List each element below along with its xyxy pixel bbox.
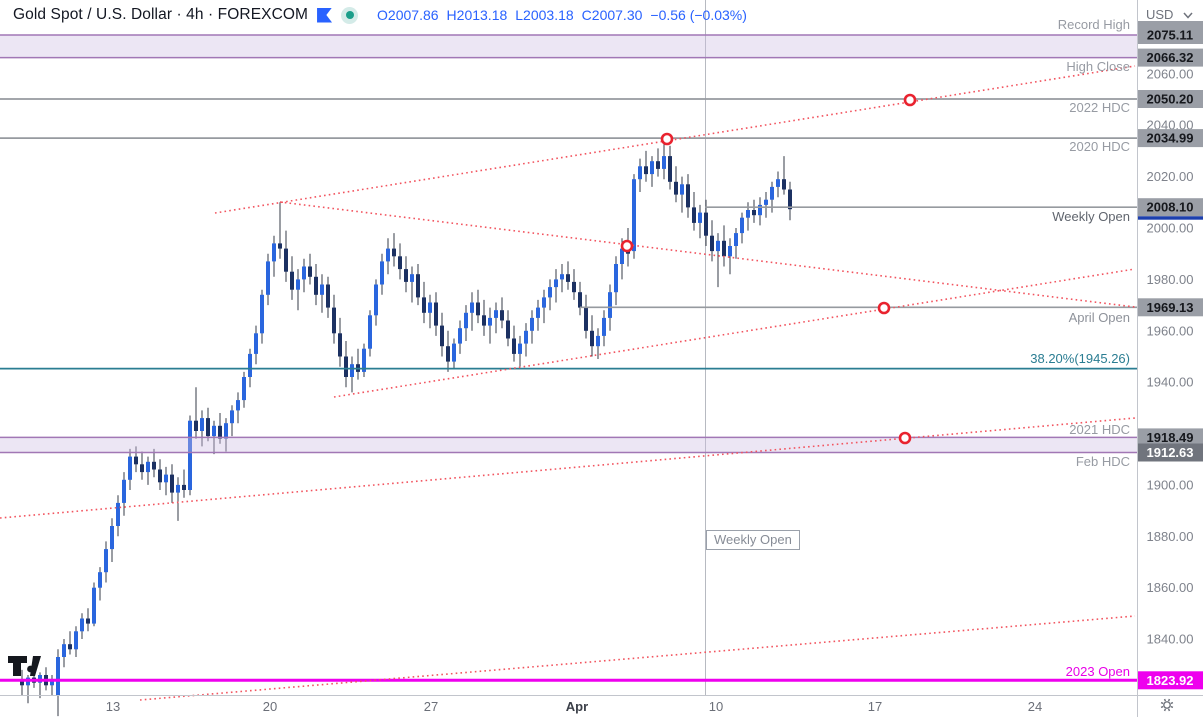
time-tick: 20 xyxy=(263,699,277,714)
price-tick: 1940.00 xyxy=(1147,375,1194,390)
tradingview-logo[interactable] xyxy=(7,654,43,678)
circle-marker[interactable] xyxy=(903,93,917,107)
level-label: 2020 HDC xyxy=(1069,139,1130,154)
cropped-badge xyxy=(1138,21,1203,29)
price-badge xyxy=(1138,48,1203,67)
price-badge-value: 2066.32 xyxy=(1147,50,1194,65)
price-badge-value: 1823.92 xyxy=(1147,673,1194,688)
time-tick: 27 xyxy=(424,699,438,714)
current-price-label-sliver xyxy=(1138,216,1203,220)
level-label: 2021 HDC xyxy=(1069,422,1130,437)
high-value: H2013.18 xyxy=(446,7,508,23)
level-bands xyxy=(0,34,1137,454)
trendline[interactable] xyxy=(0,417,1136,519)
price-badge-value: 1912.63 xyxy=(1147,445,1194,460)
price-axis[interactable]: USD 2060.00 2040.00 2020.00 2000.00 1980.00 19… xyxy=(1137,0,1203,717)
price-tick: 1980.00 xyxy=(1147,272,1194,287)
market-status-icon[interactable] xyxy=(341,6,359,24)
price-badge xyxy=(1138,428,1203,447)
time-tick: 13 xyxy=(106,699,120,714)
level-label: 2022 HDC xyxy=(1069,100,1130,115)
price-badge-value: 2008.10 xyxy=(1147,200,1194,215)
price-badge-value: 1918.49 xyxy=(1147,430,1194,445)
time-axis[interactable]: 13 20 27 Apr 10 17 24 xyxy=(0,695,1203,715)
price-badge-value: 2075.11 xyxy=(1147,28,1193,43)
band-zone xyxy=(0,437,1137,453)
price-badge xyxy=(1138,443,1203,462)
price-badge-value: 2034.99 xyxy=(1147,131,1194,146)
chevron-down-icon[interactable] xyxy=(1183,12,1193,19)
currency-label: USD xyxy=(1146,7,1173,22)
ohlc-values: O2007.86 H2013.18 L2003.18 C2007.30 −0.5… xyxy=(377,7,747,23)
flag-icon[interactable] xyxy=(317,7,333,23)
circle-marker[interactable] xyxy=(620,239,634,253)
symbol-title[interactable]: Gold Spot / U.S. Dollar · 4h · FOREXCOM xyxy=(13,6,309,23)
level-label: 38.20%(1945.26) xyxy=(1030,351,1130,366)
time-tick: 17 xyxy=(868,699,882,714)
level-label: Feb HDC xyxy=(1076,454,1130,469)
gear-icon[interactable] xyxy=(1160,698,1174,712)
level-label: Weekly Open xyxy=(1052,209,1130,224)
time-tick: Apr xyxy=(566,699,588,714)
level-label: Record High xyxy=(1058,17,1130,32)
price-tick: 1960.00 xyxy=(1147,323,1194,338)
time-tick: 24 xyxy=(1028,699,1042,714)
level-label: High Close xyxy=(1066,59,1130,74)
price-badge-value: 2050.20 xyxy=(1147,92,1194,107)
open-value: O2007.86 xyxy=(377,7,439,23)
chart-legend: Gold Spot / U.S. Dollar · 4h · FOREXCOM … xyxy=(13,6,747,24)
price-badge xyxy=(1138,198,1203,217)
change-value: −0.56 (−0.03%) xyxy=(650,7,747,23)
price-tick: 1880.00 xyxy=(1147,529,1194,544)
price-tick: 2020.00 xyxy=(1147,169,1194,184)
price-tick: 2040.00 xyxy=(1147,118,1194,133)
price-tick: 1900.00 xyxy=(1147,477,1194,492)
price-badge xyxy=(1138,671,1203,690)
price-badge xyxy=(1138,26,1203,44)
price-tick: 1860.00 xyxy=(1147,580,1194,595)
circle-marker[interactable] xyxy=(660,132,674,146)
trendline-markers[interactable] xyxy=(620,93,917,445)
trendline[interactable] xyxy=(333,268,1136,398)
band-zone xyxy=(0,35,1137,58)
price-tick: 2060.00 xyxy=(1147,66,1194,81)
close-value: C2007.30 xyxy=(581,7,643,23)
trendline[interactable] xyxy=(214,65,1136,214)
price-badge xyxy=(1138,298,1203,317)
price-badge-value: 1969.13 xyxy=(1147,300,1194,315)
price-tick: 2000.00 xyxy=(1147,221,1194,236)
time-tick: 10 xyxy=(709,699,723,714)
level-label: April Open xyxy=(1069,310,1130,325)
circle-marker[interactable] xyxy=(898,431,912,445)
low-value: L2003.18 xyxy=(515,7,574,23)
price-badge xyxy=(1138,90,1203,108)
level-label: 2023 Open xyxy=(1066,664,1130,679)
candlestick-series xyxy=(20,138,792,717)
trendline[interactable] xyxy=(139,615,1136,701)
weekly-open-floating-label[interactable]: Weekly Open xyxy=(706,530,800,550)
support-resistance-lines[interactable] xyxy=(0,98,1137,682)
trendlines[interactable] xyxy=(0,65,1136,701)
price-tick: 1840.00 xyxy=(1147,632,1194,647)
level-labels: Record High High Close 2022 HDC 2020 HDC Wee… xyxy=(1030,17,1130,679)
circle-marker[interactable] xyxy=(877,301,891,315)
price-badge xyxy=(1138,129,1203,148)
